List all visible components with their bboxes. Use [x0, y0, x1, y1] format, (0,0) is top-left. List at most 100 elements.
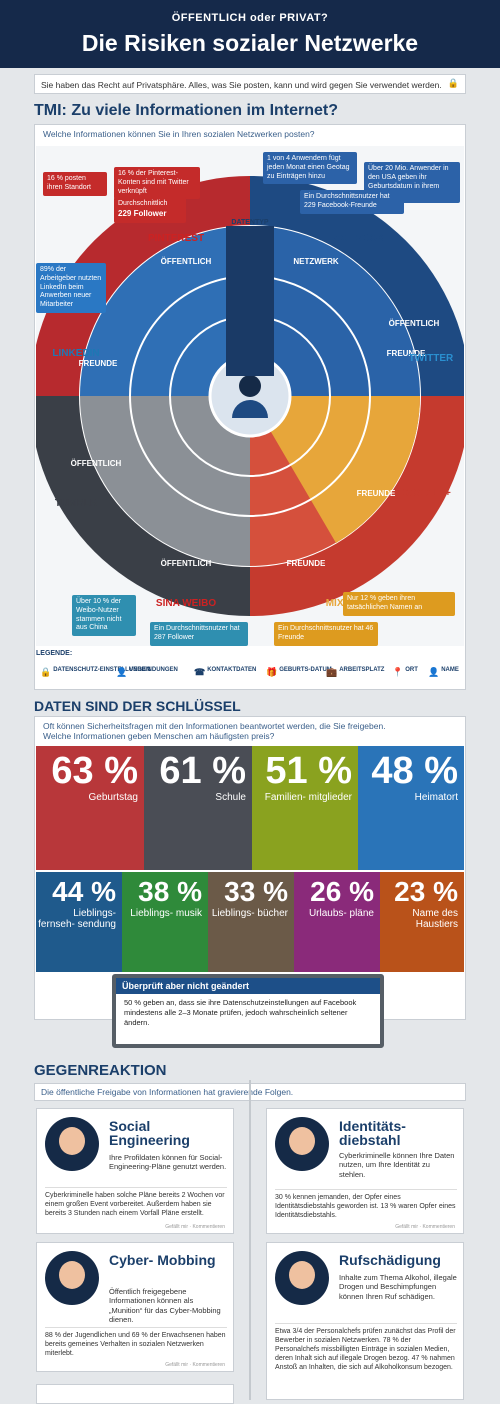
stat-tile: 44 % Lieblings- fernseh- sendung: [36, 872, 122, 972]
net-facebook: FACEBOOK: [328, 233, 385, 244]
legend-item-work: 💼 ARBEITSPLATZ: [326, 667, 384, 678]
wheel-label-7: ÖFFENTLICH: [71, 459, 122, 468]
wheel-label-4: FREUNDE: [357, 489, 396, 498]
card-title: Cyber- Mobbing: [109, 1252, 216, 1268]
legend-connections-label: VERBINDUNGEN: [129, 667, 178, 673]
card-footer[interactable]: Gefällt mir · Kommentieren: [165, 1362, 225, 1368]
stat-label: Name des Haustiers: [412, 908, 458, 930]
legend-birthday-label: GEBURTS-DATUM: [279, 667, 332, 673]
stat-tile: 23 % Name des Haustiers: [380, 872, 464, 972]
legend-title: LEGENDE:: [36, 650, 73, 657]
reaction-intro: Die öffentliche Freigabe von Information…: [41, 1087, 294, 1097]
stat-percent: 33 %: [224, 876, 288, 907]
phone-icon: ☎: [194, 667, 206, 677]
stat-label: Schule: [215, 792, 246, 803]
net-tumblr: TUMBLR: [55, 498, 98, 509]
card-detail: Cyberkriminelle haben solche Pläne berei…: [45, 1187, 227, 1218]
note-box: Überprüft aber nicht geändert 50 % geben…: [112, 974, 384, 1048]
card-reputation: Rufschädigung Inhalte zum Thema Alkohol,…: [266, 1242, 464, 1400]
stat-tile: 51 % Familien- mitglieder: [252, 746, 358, 870]
legend-item-contact: ☎ KONTAKTDATEN: [194, 667, 256, 678]
stat-label: Urlaubs- pläne: [308, 908, 374, 919]
net-pinterest: PINTEREST: [148, 233, 204, 244]
callout-mixi-friends: Ein Durchschnittsnutzer hat 46 Freunde: [274, 622, 378, 646]
wheel-label-6: ÖFFENTLICH: [161, 559, 212, 568]
card-subtitle: Ihre Profildaten können für Social-Engin…: [109, 1153, 227, 1172]
card-title: Identitäts- diebstahl: [339, 1118, 406, 1148]
stat-percent: 26 %: [310, 876, 374, 907]
stat-percent: 51 %: [265, 750, 352, 792]
card-identity-theft: Identitäts- diebstahl Cyberkriminelle kö…: [266, 1108, 464, 1234]
stat-percent: 38 %: [138, 876, 202, 907]
card-detail: Etwa 3/4 der Personalchefs prüfen zunäch…: [275, 1323, 457, 1372]
keys-question-1: Oft können Sicherheitsfragen mit den Inf…: [43, 721, 386, 731]
legend-name-label: NAME: [441, 667, 459, 673]
stat-tile: 61 % Schule: [144, 746, 252, 870]
card-subtitle: Cyberkriminelle können Ihre Daten nutzen…: [339, 1151, 455, 1179]
callout-weibo: Über 10 % der Weibo-Nutzer stammen nicht…: [72, 595, 136, 636]
stat-tile: 38 % Lieblings- musik: [122, 872, 208, 972]
supertitle: ÖFFENTLICH oder PRIVAT?: [171, 12, 329, 24]
timeline-line: [249, 1080, 251, 1400]
add-user-icon: 👤: [116, 667, 128, 677]
stat-percent: 61 %: [159, 750, 246, 792]
intro-bar: Sie haben das Recht auf Privatsphäre. Al…: [34, 74, 466, 94]
stat-tile: 48 % Heimatort: [358, 746, 464, 870]
legend-item-name: 👤 NAME: [428, 667, 459, 678]
lock-icon: 🔒: [40, 667, 52, 677]
legend-item-location: 📍 ORT: [392, 667, 418, 678]
callout-weibo-followers: Ein Durchschnittsnutzer hat 287 Follower: [150, 622, 248, 646]
thief-avatar-icon: [275, 1117, 329, 1171]
legend-privacy-label: DATENSCHUTZ-EINSTELLUNGEN: [53, 667, 151, 673]
stat-tile: 26 % Urlaubs- pläne: [294, 872, 380, 972]
callout-standort: 16 % posten ihren Standort: [43, 172, 107, 196]
legend-item-connections: 👤 VERBINDUNGEN: [116, 667, 178, 678]
card-cyber-mobbing: Cyber- Mobbing Öffentlich freigegebene I…: [36, 1242, 234, 1372]
stat-label: Lieblings- musik: [130, 908, 202, 919]
card-title: Social Engineering: [109, 1118, 190, 1148]
briefcase-icon: 💼: [326, 667, 338, 677]
stat-label: Geburtstag: [88, 792, 138, 803]
stat-label: Familien- mitglieder: [264, 792, 352, 803]
wheel-label-3: ÖFFENTLICH: [389, 319, 440, 328]
callout-pin-followers-value: 229 Follower: [118, 208, 167, 218]
callout-fb-geotag: 1 von 4 Anwendern fügt jeden Monat einen…: [263, 152, 357, 185]
legend-item-privacy: 🔒 DATENSCHUTZ-EINSTELLUNGEN: [40, 667, 150, 678]
legend-contact-label: KONTAKTDATEN: [207, 667, 257, 673]
net-twitter: TWITTER: [409, 353, 454, 364]
callout-pin-followers-label: Durchschnittlich: [118, 200, 168, 207]
wheel-label-0: ÖFFENTLICH: [161, 257, 212, 266]
legend-location-label: ORT: [405, 667, 418, 673]
card-detail: 88 % der Jugendlichen und 69 % der Erwac…: [45, 1327, 227, 1358]
reaction-title: GEGENREAKTION: [34, 1062, 167, 1079]
stat-percent: 48 %: [371, 750, 458, 792]
callout-mixi-name: Nur 12 % geben ihren tatsächlichen Namen…: [343, 592, 455, 616]
wheel-label-1: NETZWERK: [293, 257, 339, 266]
tmi-title: TMI: Zu viele Informationen im Internet?: [34, 102, 339, 119]
lock-icon: 🔒: [447, 78, 459, 88]
net-linkedin: LINKEDIN: [52, 348, 99, 359]
legend-item-birthday: 🎁 GEBURTS-DATUM: [266, 667, 332, 678]
person-icon: 👤: [428, 667, 440, 677]
card-footer[interactable]: Gefällt mir · Kommentieren: [165, 1224, 225, 1230]
wheel-label-2: FREUNDE: [387, 349, 426, 358]
thumbs-down-avatar-icon: [275, 1251, 329, 1305]
pin-icon: 📍: [392, 667, 404, 677]
note-body: 50 % geben an, dass sie ihre Datenschutz…: [124, 998, 357, 1028]
stat-percent: 63 %: [51, 750, 138, 792]
legend: LEGENDE: 🔒 DATENSCHUTZ-EINSTELLUNGEN 👤 VER…: [36, 650, 464, 677]
tmi-question: Welche Informationen können Sie in Ihren…: [43, 129, 315, 139]
wheel-datentyp: DATENTYP: [231, 219, 269, 226]
header: ÖFFENTLICH oder PRIVAT? Die Risiken sozi…: [0, 0, 500, 68]
gift-icon: 🎁: [266, 667, 278, 677]
callout-linkedin: 89% der Arbeitgeber nutzten LinkedIn bei…: [36, 263, 106, 313]
bully-avatar-icon: [45, 1251, 99, 1305]
card-footer[interactable]: Gefällt mir · Kommentieren: [395, 1224, 455, 1230]
privacy-wheel: DATENTYP ÖFFENTLICH NETZWERK FREUNDE ÖFF…: [36, 146, 464, 646]
keys-question-2: Welche Informationen geben Menschen am h…: [43, 731, 275, 741]
net-weibo: SINA WEIBO: [156, 598, 216, 609]
callout-pin-followers: Durchschnittlich 229 Follower: [114, 197, 186, 223]
card-subtitle: Inhalte zum Thema Alkohol, illegale Drog…: [339, 1273, 457, 1301]
stat-label: Lieblings- bücher: [211, 908, 288, 919]
note-heading: Überprüft aber nicht geändert: [116, 978, 380, 994]
